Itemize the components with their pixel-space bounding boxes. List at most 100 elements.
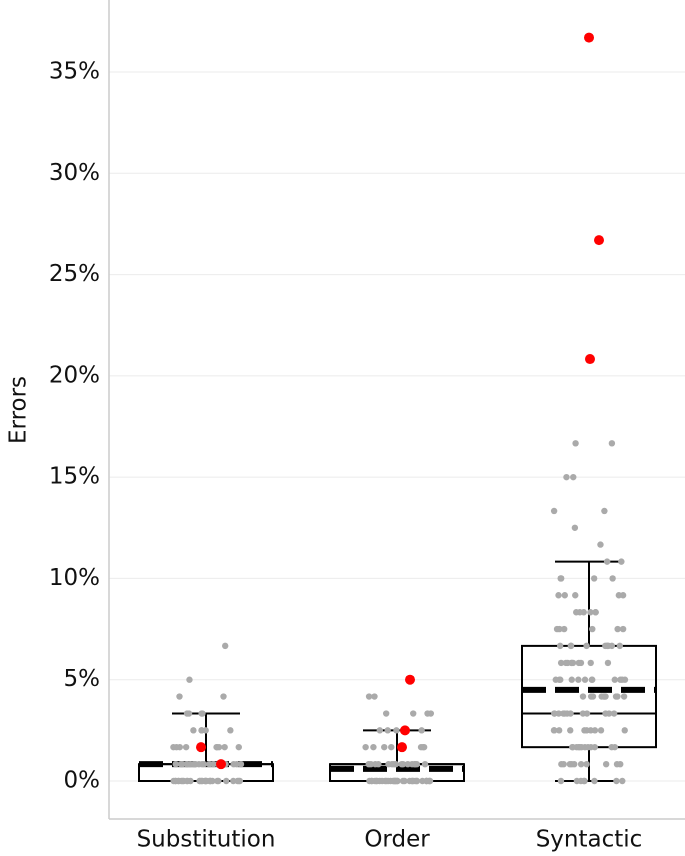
observation-point: [367, 760, 375, 768]
observation-point: [613, 760, 621, 768]
y-tick-labels: 0% 5% 10% 15% 20% 25% 30% 35%: [49, 59, 100, 794]
observation-point: [210, 760, 217, 768]
box-order: [329, 729, 465, 783]
observation-point: [551, 710, 558, 717]
observation-point: [213, 743, 220, 751]
observation-point: [388, 743, 395, 751]
observation-point: [616, 642, 624, 650]
observation-point: [558, 575, 565, 582]
observation-point: [589, 693, 597, 700]
highlight-point: [594, 235, 604, 246]
y-tick-label: 5%: [64, 666, 101, 692]
observation-point: [608, 642, 616, 650]
observation-point: [581, 727, 588, 734]
observation-point: [198, 710, 205, 717]
observation-point: [410, 710, 417, 717]
observation-point: [568, 676, 575, 683]
observation-point: [176, 693, 183, 700]
observation-point: [580, 609, 587, 616]
observation-point: [583, 642, 590, 650]
observation-point: [611, 676, 618, 683]
observation-point: [560, 625, 568, 633]
observation-point: [375, 760, 382, 768]
observation-point: [591, 727, 599, 734]
observation-point: [190, 727, 197, 734]
observation-point: [365, 693, 373, 700]
observation-point: [581, 676, 589, 683]
observation-point: [577, 760, 585, 768]
observation-points: [170, 440, 629, 785]
observation-point: [418, 727, 425, 734]
observation-point: [183, 760, 191, 768]
observation-point: [195, 760, 203, 768]
observation-point: [373, 777, 380, 785]
observation-point: [567, 727, 574, 734]
observation-point: [186, 676, 193, 683]
gridlines: [109, 71, 685, 782]
observation-point: [619, 592, 627, 599]
highlight-points: [196, 32, 604, 770]
observation-point: [183, 710, 191, 717]
observation-point: [608, 743, 615, 751]
observation-point: [392, 760, 399, 768]
observation-point: [603, 558, 611, 565]
observation-point: [412, 777, 419, 785]
observation-point: [421, 760, 429, 768]
box-substitution: [138, 712, 274, 783]
y-tick-label: 0%: [64, 768, 101, 794]
x-tick-label: Syntactic: [536, 827, 643, 853]
observation-point: [567, 642, 575, 650]
observation-point: [587, 659, 594, 667]
observation-point: [588, 676, 596, 683]
observation-point: [172, 760, 179, 768]
observation-point: [604, 659, 612, 667]
observation-point: [619, 777, 626, 785]
observation-point: [587, 609, 594, 616]
observation-point: [175, 777, 182, 785]
observation-point: [390, 777, 398, 785]
highlight-point: [405, 674, 415, 685]
y-tick-label: 35%: [49, 59, 100, 85]
y-tick-label: 20%: [49, 362, 100, 388]
observation-point: [601, 507, 608, 515]
observation-point: [579, 693, 587, 700]
observation-point: [370, 743, 377, 751]
y-tick-label: 10%: [49, 565, 100, 591]
observation-point: [619, 625, 627, 633]
observation-point: [182, 743, 190, 751]
observation-point: [555, 727, 563, 734]
observation-point: [591, 777, 598, 785]
observation-point: [612, 693, 620, 700]
observation-point: [235, 777, 243, 785]
observation-point: [382, 710, 390, 717]
observation-point: [608, 440, 616, 447]
observation-point: [376, 727, 384, 734]
observation-point: [579, 710, 587, 717]
observation-point: [602, 693, 609, 700]
observation-point: [417, 743, 425, 751]
observation-point: [215, 777, 222, 785]
axes: [108, 0, 685, 820]
observation-point: [560, 760, 567, 768]
observation-point: [589, 625, 596, 633]
observation-point: [196, 777, 204, 785]
observation-point: [602, 760, 610, 768]
observation-point: [220, 693, 227, 700]
x-tick-labels: Substitution Order Syntactic: [137, 827, 643, 853]
observation-point: [569, 743, 577, 751]
y-axis-title: Errors: [6, 376, 32, 444]
observation-point: [362, 743, 369, 751]
observation-point: [573, 609, 580, 616]
observation-point: [384, 727, 391, 734]
observation-point: [230, 760, 237, 768]
observation-point: [618, 558, 625, 565]
observation-point: [563, 473, 570, 481]
observation-point: [381, 777, 389, 785]
observation-point: [572, 440, 579, 447]
observation-point: [571, 524, 579, 531]
observation-point: [572, 592, 579, 599]
observation-point: [561, 592, 568, 599]
observation-point: [221, 642, 229, 650]
x-tick-label: Order: [364, 827, 430, 853]
observation-point: [426, 777, 434, 785]
